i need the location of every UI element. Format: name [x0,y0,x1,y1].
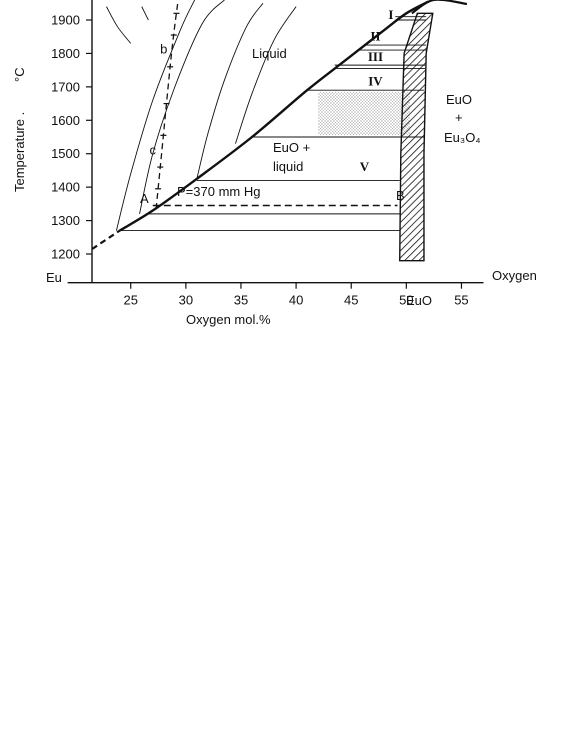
y-tick-label: 1900 [51,13,80,28]
label-euo-eu3o4-3: Eu₃O₄ [444,130,481,145]
roman-numeral-IV: IV [368,74,383,89]
shaded-region [318,91,410,136]
y-tick-label: 1400 [51,180,80,195]
y-tick-label: 1500 [51,146,80,161]
composition-curve [196,3,264,179]
composition-curve [106,6,132,44]
x-tick-label: 55 [454,293,468,308]
dashed-vertical-curve [155,0,179,209]
isobar-left-end-label: A [140,191,149,206]
y-axis-title: Temperature . [12,112,27,192]
miscibility-dome [411,0,468,15]
point-label-b: b [160,41,167,56]
x-tick-label: 25 [123,293,137,308]
x-axis-right-label: Oxygen [492,268,537,283]
label-euo-eu3o4-2: + [455,110,463,125]
point-label-c: c [150,142,157,157]
liquidus-curve [119,0,429,232]
x-tick-label: 50 [399,293,413,308]
compound-label: EuO [406,293,432,308]
x-axis-title: Oxygen mol.% [186,312,271,327]
y-tick-label: 1800 [51,46,80,61]
x-tick-label: 35 [234,293,248,308]
y-tick-label: 1600 [51,113,80,128]
label-euo-liquid-2: liquid [273,159,303,174]
point-labels-layer: bc [150,41,168,157]
label-euo-liquid-1: EuO + [273,140,310,155]
isobar-right-end-label: B [396,188,405,203]
y-axis-unit: °C [12,67,27,82]
roman-numeral-II: II [370,29,380,44]
shaded-region-layer [318,91,410,136]
liquidus-dashed-segment [91,229,121,250]
roman-numeral-V: V [360,159,370,174]
isobar-label: P=370 mm Hg [177,184,260,199]
axes-layer: 25 30 35 40 45 50 55 1200 1300 1400 1500 1600 1700 18… [51,0,484,308]
composition-curve [115,0,196,231]
liquidus-layer [91,0,468,250]
composition-curve [141,6,149,21]
y-tick-label: 1200 [51,247,80,262]
label-euo-eu3o4-1: EuO [446,92,472,107]
composition-curve [139,0,225,214]
x-tick-label: 45 [344,293,358,308]
x-tick-label: 30 [179,293,193,308]
x-axis-left-label: Eu [46,270,62,285]
roman-numeral-III: III [368,49,383,64]
label-liquid: Liquid [252,46,287,61]
x-tick-label: 40 [289,293,303,308]
composition-curves-layer [106,0,297,231]
roman-numeral-I: I [388,7,393,22]
y-tick-label: 1300 [51,213,80,228]
composition-curve [235,6,297,144]
y-tick-label: 1700 [51,79,80,94]
